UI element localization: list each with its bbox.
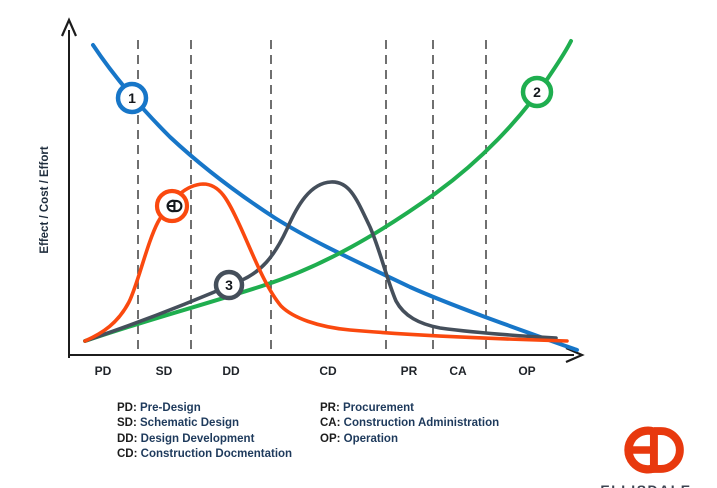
- abbr-pd: PD: Pre-Design: [117, 401, 292, 416]
- x-axis-label-ca: CA: [449, 364, 467, 378]
- abbr-ca-label: Construction Administration: [343, 417, 500, 430]
- x-axis-label-pd: PD: [95, 364, 112, 378]
- marker-edc: [154, 188, 190, 224]
- abbr-pd-label: Pre-Design: [140, 402, 201, 414]
- marker-1-circle: [115, 81, 149, 115]
- curve-edc-design-process: [83, 182, 569, 343]
- abbr-dd-label: Design Development: [140, 432, 255, 445]
- abbreviation-key-left: PD: Pre-Design SD: Schematic Design DD: …: [117, 401, 292, 462]
- x-axis-label-cd: CD: [319, 364, 337, 378]
- marker-1: 1: [115, 81, 149, 115]
- marker-2-circle: [520, 75, 554, 109]
- abbr-sd-label: Schematic Design: [140, 417, 240, 430]
- abbr-pd-key: PD:: [117, 402, 137, 414]
- abbr-dd-key: DD:: [117, 432, 138, 445]
- marker-2-label: 2: [533, 84, 541, 100]
- x-axis-label-op: OP: [518, 364, 535, 378]
- x-axis-arrow-icon: [565, 346, 585, 364]
- abbr-cd: CD: Construction Docmentation: [117, 447, 292, 462]
- abbr-op-label: Operation: [343, 432, 398, 445]
- marker-1-label: 1: [128, 90, 136, 106]
- abbr-pr-label: Procurement: [343, 402, 414, 414]
- ellisdale-logo-text: ELLISDALE: [598, 482, 694, 488]
- abbreviation-key-right: PR: Procurement CA: Construction Adminis…: [320, 401, 499, 447]
- curve-ability-to-impact-cost: [91, 43, 579, 352]
- abbr-sd-key: SD:: [117, 417, 137, 430]
- abbr-ca-key: CA:: [320, 417, 341, 430]
- x-axis-label-pr: PR: [401, 364, 418, 378]
- y-axis-title: Effect / Cost / Effort: [39, 146, 51, 254]
- curve-cost-of-design-changes: [83, 39, 573, 343]
- marker-2: 2: [520, 75, 554, 109]
- y-axis-arrow-icon: [60, 17, 78, 37]
- ellisdale-ed-mark-icon: [624, 426, 684, 474]
- abbr-dd: DD: Design Development: [117, 432, 292, 447]
- axes: [60, 17, 585, 364]
- abbr-sd: SD: Schematic Design: [117, 416, 292, 431]
- x-axis-label-dd: DD: [222, 364, 240, 378]
- abbr-pr: PR: Procurement: [320, 401, 499, 416]
- abbr-pr-key: PR:: [320, 402, 340, 414]
- marker-3: 3: [213, 269, 245, 301]
- abbr-cd-label: Construction Docmentation: [140, 447, 293, 460]
- abbr-op: OP: Operation: [320, 432, 499, 447]
- x-axis-label-sd: SD: [156, 364, 173, 378]
- marker-3-circle: [213, 269, 245, 301]
- abbr-cd-key: CD:: [117, 447, 138, 460]
- marker-3-label: 3: [225, 277, 233, 293]
- abbr-ca: CA: Construction Administration: [320, 416, 499, 431]
- abbr-op-key: OP:: [320, 432, 341, 445]
- ellisdale-logo: ELLISDALE: [598, 425, 694, 488]
